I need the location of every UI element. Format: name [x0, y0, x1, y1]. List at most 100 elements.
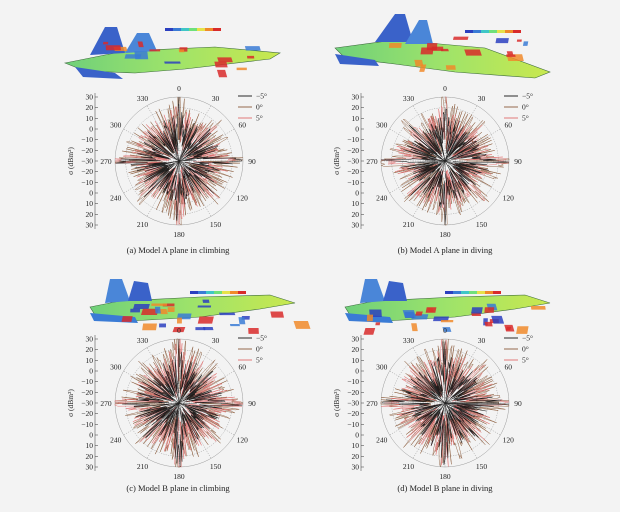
rcs-hotspot — [151, 303, 168, 306]
angle-label: 270 — [100, 399, 112, 408]
panel-b: 03060901201501802102402703003303020100−1… — [332, 14, 551, 255]
center-spikes — [412, 125, 481, 192]
spike — [161, 391, 180, 404]
angle-label: 120 — [503, 194, 515, 203]
spike — [162, 402, 180, 411]
legend: −5° 0° 5° — [238, 334, 267, 365]
angle-label: 60 — [504, 121, 512, 130]
rcs-hotspot — [363, 328, 376, 335]
spike — [432, 395, 446, 404]
axis-tick-label: 20 — [86, 345, 94, 354]
rcs-hotspot — [293, 320, 311, 329]
panel-caption: (d) Model B plane in diving — [397, 483, 493, 493]
legend-label: −5° — [256, 92, 267, 101]
rcs-hotspot — [491, 315, 505, 324]
spike — [444, 147, 450, 162]
axis-tick-label: −20 — [81, 167, 93, 176]
axis-tick-label: −30 — [81, 157, 93, 166]
spike — [162, 152, 180, 162]
axis-tick-label: 30 — [352, 93, 360, 102]
angle-spoke — [123, 128, 180, 162]
axis-tick-label: 0 — [89, 189, 93, 198]
angle-label: 300 — [376, 121, 388, 130]
axis-tick-label: 20 — [86, 452, 94, 461]
axis-tick-label: 20 — [352, 345, 360, 354]
legend-label: −5° — [522, 334, 533, 343]
colorbar-swatch — [473, 30, 481, 33]
spike — [444, 381, 473, 404]
angle-label: 300 — [110, 363, 122, 372]
angle-label: 150 — [210, 462, 222, 471]
rcs-hotspot — [137, 41, 144, 48]
spike — [174, 379, 180, 404]
spike — [178, 160, 204, 169]
angle-label: 240 — [110, 194, 122, 203]
spike — [178, 160, 204, 182]
angle-label: 30 — [478, 336, 486, 345]
spike — [438, 160, 446, 192]
angle-spoke — [178, 160, 235, 194]
axis-tick-label: −10 — [347, 178, 359, 187]
rcs-hotspot — [202, 299, 210, 303]
tail-fin — [360, 279, 385, 303]
axis-tick-label: −20 — [81, 388, 93, 397]
angle-label: 0 — [177, 84, 181, 93]
panel-caption: (c) Model B plane in climbing — [126, 483, 230, 493]
colorbar — [165, 28, 221, 31]
range-ring — [157, 139, 201, 183]
spike — [172, 402, 180, 418]
rcs-hotspot — [420, 47, 434, 55]
colorbar-swatch — [206, 291, 214, 294]
axis-tick-label: −10 — [81, 178, 93, 187]
colorbar-swatch — [205, 28, 213, 31]
spike — [178, 402, 200, 431]
rcs-hotspot — [217, 57, 233, 63]
spike — [158, 142, 180, 162]
spike — [149, 387, 180, 404]
spike — [444, 152, 464, 162]
angle-label: 60 — [504, 363, 512, 372]
stabilizer — [75, 67, 123, 79]
rcs-hotspot — [142, 323, 157, 331]
spike — [160, 160, 180, 170]
spike — [444, 387, 454, 404]
angle-label: 90 — [514, 399, 522, 408]
angle-label: 240 — [110, 436, 122, 445]
polar-plot: 03060901201501802102402703003303020100−1… — [66, 326, 267, 481]
stabilizer — [335, 54, 379, 66]
angle-label: 330 — [137, 94, 149, 103]
angle-label: 150 — [210, 220, 222, 229]
spike — [444, 160, 479, 168]
spike — [175, 148, 180, 162]
rcs-hotspot — [229, 323, 240, 327]
spike — [175, 402, 180, 427]
spike — [178, 160, 183, 198]
angle-label: 30 — [212, 94, 220, 103]
spike — [444, 402, 468, 433]
rcs-hotspot — [214, 61, 228, 68]
angle-label: 120 — [237, 436, 249, 445]
colorbar-swatch — [465, 30, 473, 33]
spike — [436, 160, 446, 182]
range-ring — [423, 139, 467, 183]
rcs-hotspot — [440, 319, 454, 323]
spike — [424, 160, 446, 162]
legend: −5° 0° 5° — [504, 334, 533, 365]
axis-tick-label: 10 — [352, 441, 360, 450]
angle-label: 300 — [376, 363, 388, 372]
angle-label: 120 — [503, 436, 515, 445]
spike — [444, 402, 483, 404]
axis-tick-label: −20 — [347, 388, 359, 397]
legend-label: 0° — [256, 345, 263, 354]
spike — [444, 402, 463, 408]
spike — [178, 374, 194, 404]
spike — [444, 402, 470, 407]
spike — [412, 160, 446, 173]
angle-label: 180 — [439, 230, 451, 239]
legend-label: −5° — [256, 334, 267, 343]
spike — [178, 402, 202, 412]
spike — [432, 402, 446, 414]
axis-tick-label: 30 — [86, 93, 94, 102]
axis-tick-label: −10 — [347, 377, 359, 386]
panel-c: 03060901201501802102402703003303020100−1… — [66, 279, 311, 493]
